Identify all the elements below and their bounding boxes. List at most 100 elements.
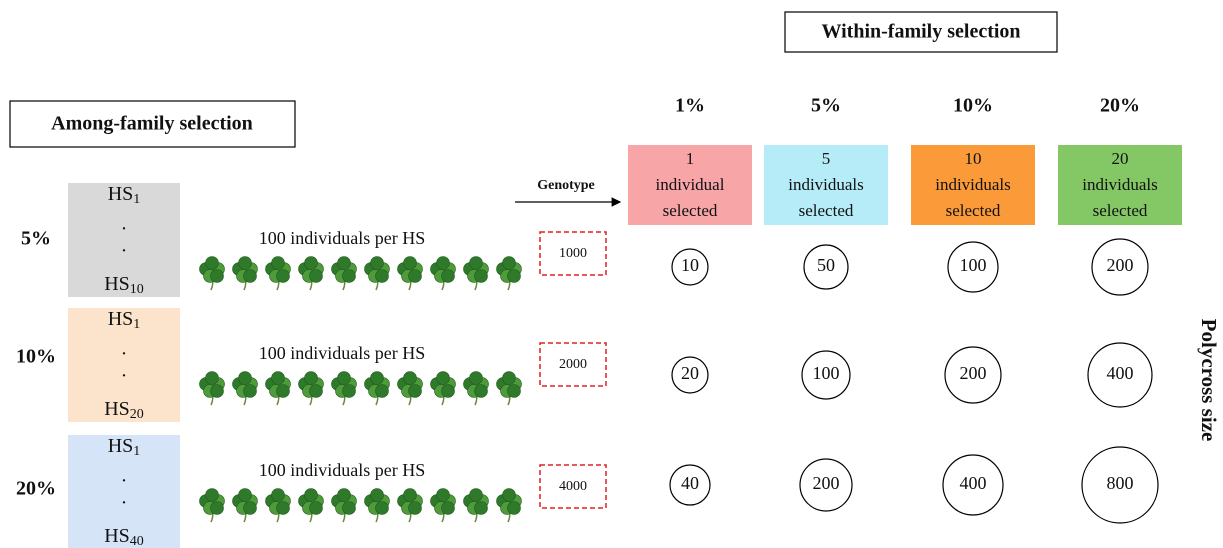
clover-leaf bbox=[507, 269, 521, 283]
clover-icon bbox=[232, 488, 258, 523]
hs-base: HS bbox=[108, 435, 134, 457]
clover-leaf bbox=[243, 501, 257, 515]
clover-icon bbox=[397, 371, 423, 406]
hs-label: HS1 bbox=[108, 435, 141, 460]
hs-label: HS1 bbox=[108, 308, 141, 333]
clover-leaf bbox=[408, 501, 422, 515]
clover-leaf bbox=[502, 488, 516, 502]
clover-leaf bbox=[271, 371, 285, 385]
genotype-box bbox=[539, 464, 607, 509]
clover-icon bbox=[397, 488, 423, 523]
polycross-circle bbox=[799, 458, 853, 512]
clover-leaf bbox=[375, 384, 389, 398]
clover-leaf bbox=[304, 256, 318, 270]
clover-leaf bbox=[205, 488, 219, 502]
clover-leaf bbox=[507, 384, 521, 398]
clover-icon bbox=[199, 256, 225, 291]
clover-leaf bbox=[469, 256, 483, 270]
clover-leaf bbox=[238, 371, 252, 385]
clover-leaf bbox=[271, 488, 285, 502]
column-box-text: 20 bbox=[1112, 149, 1129, 168]
clover-leaf bbox=[337, 371, 351, 385]
polycross-size: 100 bbox=[813, 363, 840, 383]
clover-leaf bbox=[342, 384, 356, 398]
polycross-circle bbox=[1087, 342, 1153, 408]
column-percent: 5% bbox=[811, 95, 841, 117]
polycross-size: 200 bbox=[1107, 255, 1134, 275]
column-box-text: individuals bbox=[935, 175, 1011, 194]
polycross-circle bbox=[803, 244, 849, 290]
clover-icon bbox=[430, 371, 456, 406]
hs-sub: 40 bbox=[130, 534, 144, 548]
title-box bbox=[9, 100, 296, 148]
clover-icon bbox=[298, 488, 324, 523]
clover-leaf bbox=[474, 501, 488, 515]
clover-leaf bbox=[337, 488, 351, 502]
clover-leaf bbox=[276, 269, 290, 283]
clover-leaf bbox=[375, 269, 389, 283]
hs-dot: . bbox=[122, 360, 127, 382]
genotype-label: Genotype bbox=[537, 178, 595, 193]
hs-box bbox=[68, 183, 180, 297]
hs-label: HS1 bbox=[108, 183, 141, 208]
column-box-text: selected bbox=[799, 201, 854, 220]
polycross-circle bbox=[669, 464, 711, 506]
clover-leaf bbox=[276, 501, 290, 515]
column-box-text: 10 bbox=[965, 149, 982, 168]
hs-sub: 20 bbox=[130, 407, 144, 422]
clover-icon bbox=[496, 488, 522, 523]
polycross-circle bbox=[671, 248, 709, 286]
clover-leaf bbox=[408, 384, 422, 398]
title-box bbox=[784, 11, 1058, 53]
column-box-text: selected bbox=[946, 201, 1001, 220]
clover-icon bbox=[331, 488, 357, 523]
clover-leaf bbox=[441, 269, 455, 283]
polycross-circle bbox=[801, 350, 851, 400]
column-percent: 1% bbox=[675, 95, 705, 117]
hs-base: HS bbox=[104, 525, 130, 547]
clover-leaf bbox=[436, 488, 450, 502]
polycross-size: 800 bbox=[1107, 473, 1134, 493]
clover-leaf bbox=[370, 371, 384, 385]
polycross-circle bbox=[1091, 238, 1149, 296]
polycross-size: 50 bbox=[817, 255, 835, 275]
clover-leaf bbox=[502, 256, 516, 270]
hs-base: HS bbox=[108, 308, 134, 330]
hs-dot: . bbox=[122, 213, 127, 235]
hs-label: HS40 bbox=[104, 525, 144, 548]
polycross-size: 10 bbox=[681, 255, 699, 275]
column-box-text: selected bbox=[1093, 201, 1148, 220]
clover-leaf bbox=[304, 488, 318, 502]
individuals-label: 100 individuals per HS bbox=[259, 228, 426, 248]
hs-label: HS10 bbox=[104, 273, 144, 298]
column-box-text: individuals bbox=[1082, 175, 1158, 194]
clover-icon bbox=[364, 371, 390, 406]
clover-leaf bbox=[436, 256, 450, 270]
clover-leaf bbox=[309, 501, 323, 515]
clover-icon bbox=[496, 371, 522, 406]
polycross-size: 400 bbox=[960, 473, 987, 493]
hs-base: HS bbox=[104, 273, 130, 295]
clover-icon bbox=[463, 371, 489, 406]
polycross-size: 20 bbox=[681, 363, 699, 383]
clover-leaf bbox=[403, 371, 417, 385]
row-percent: 5% bbox=[21, 228, 51, 250]
clover-icon bbox=[397, 256, 423, 291]
clover-leaf bbox=[370, 256, 384, 270]
clover-icon bbox=[430, 488, 456, 523]
clover-leaf bbox=[474, 269, 488, 283]
clover-icon bbox=[265, 488, 291, 523]
column-box bbox=[764, 145, 888, 225]
hs-dot: . bbox=[122, 235, 127, 257]
clover-leaf bbox=[403, 488, 417, 502]
genotype-box bbox=[539, 342, 607, 387]
genotype-count: 1000 bbox=[559, 246, 587, 261]
column-percent: 10% bbox=[953, 95, 993, 117]
clover-leaf bbox=[243, 269, 257, 283]
clover-icon bbox=[298, 371, 324, 406]
clover-leaf bbox=[403, 256, 417, 270]
hs-sub: 1 bbox=[133, 192, 140, 207]
column-box-text: 1 bbox=[686, 149, 695, 168]
column-percent: 20% bbox=[1100, 95, 1140, 117]
clover-leaf bbox=[408, 269, 422, 283]
